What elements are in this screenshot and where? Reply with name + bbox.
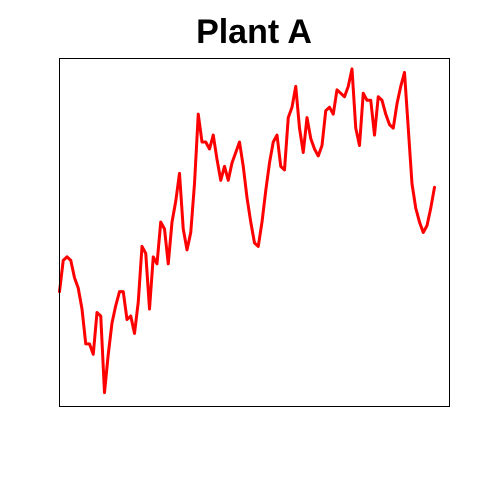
plot-area — [58, 67, 436, 395]
plot-frame — [59, 58, 450, 407]
chart-title: Plant A — [196, 13, 312, 51]
series-line-0 — [58, 67, 436, 395]
